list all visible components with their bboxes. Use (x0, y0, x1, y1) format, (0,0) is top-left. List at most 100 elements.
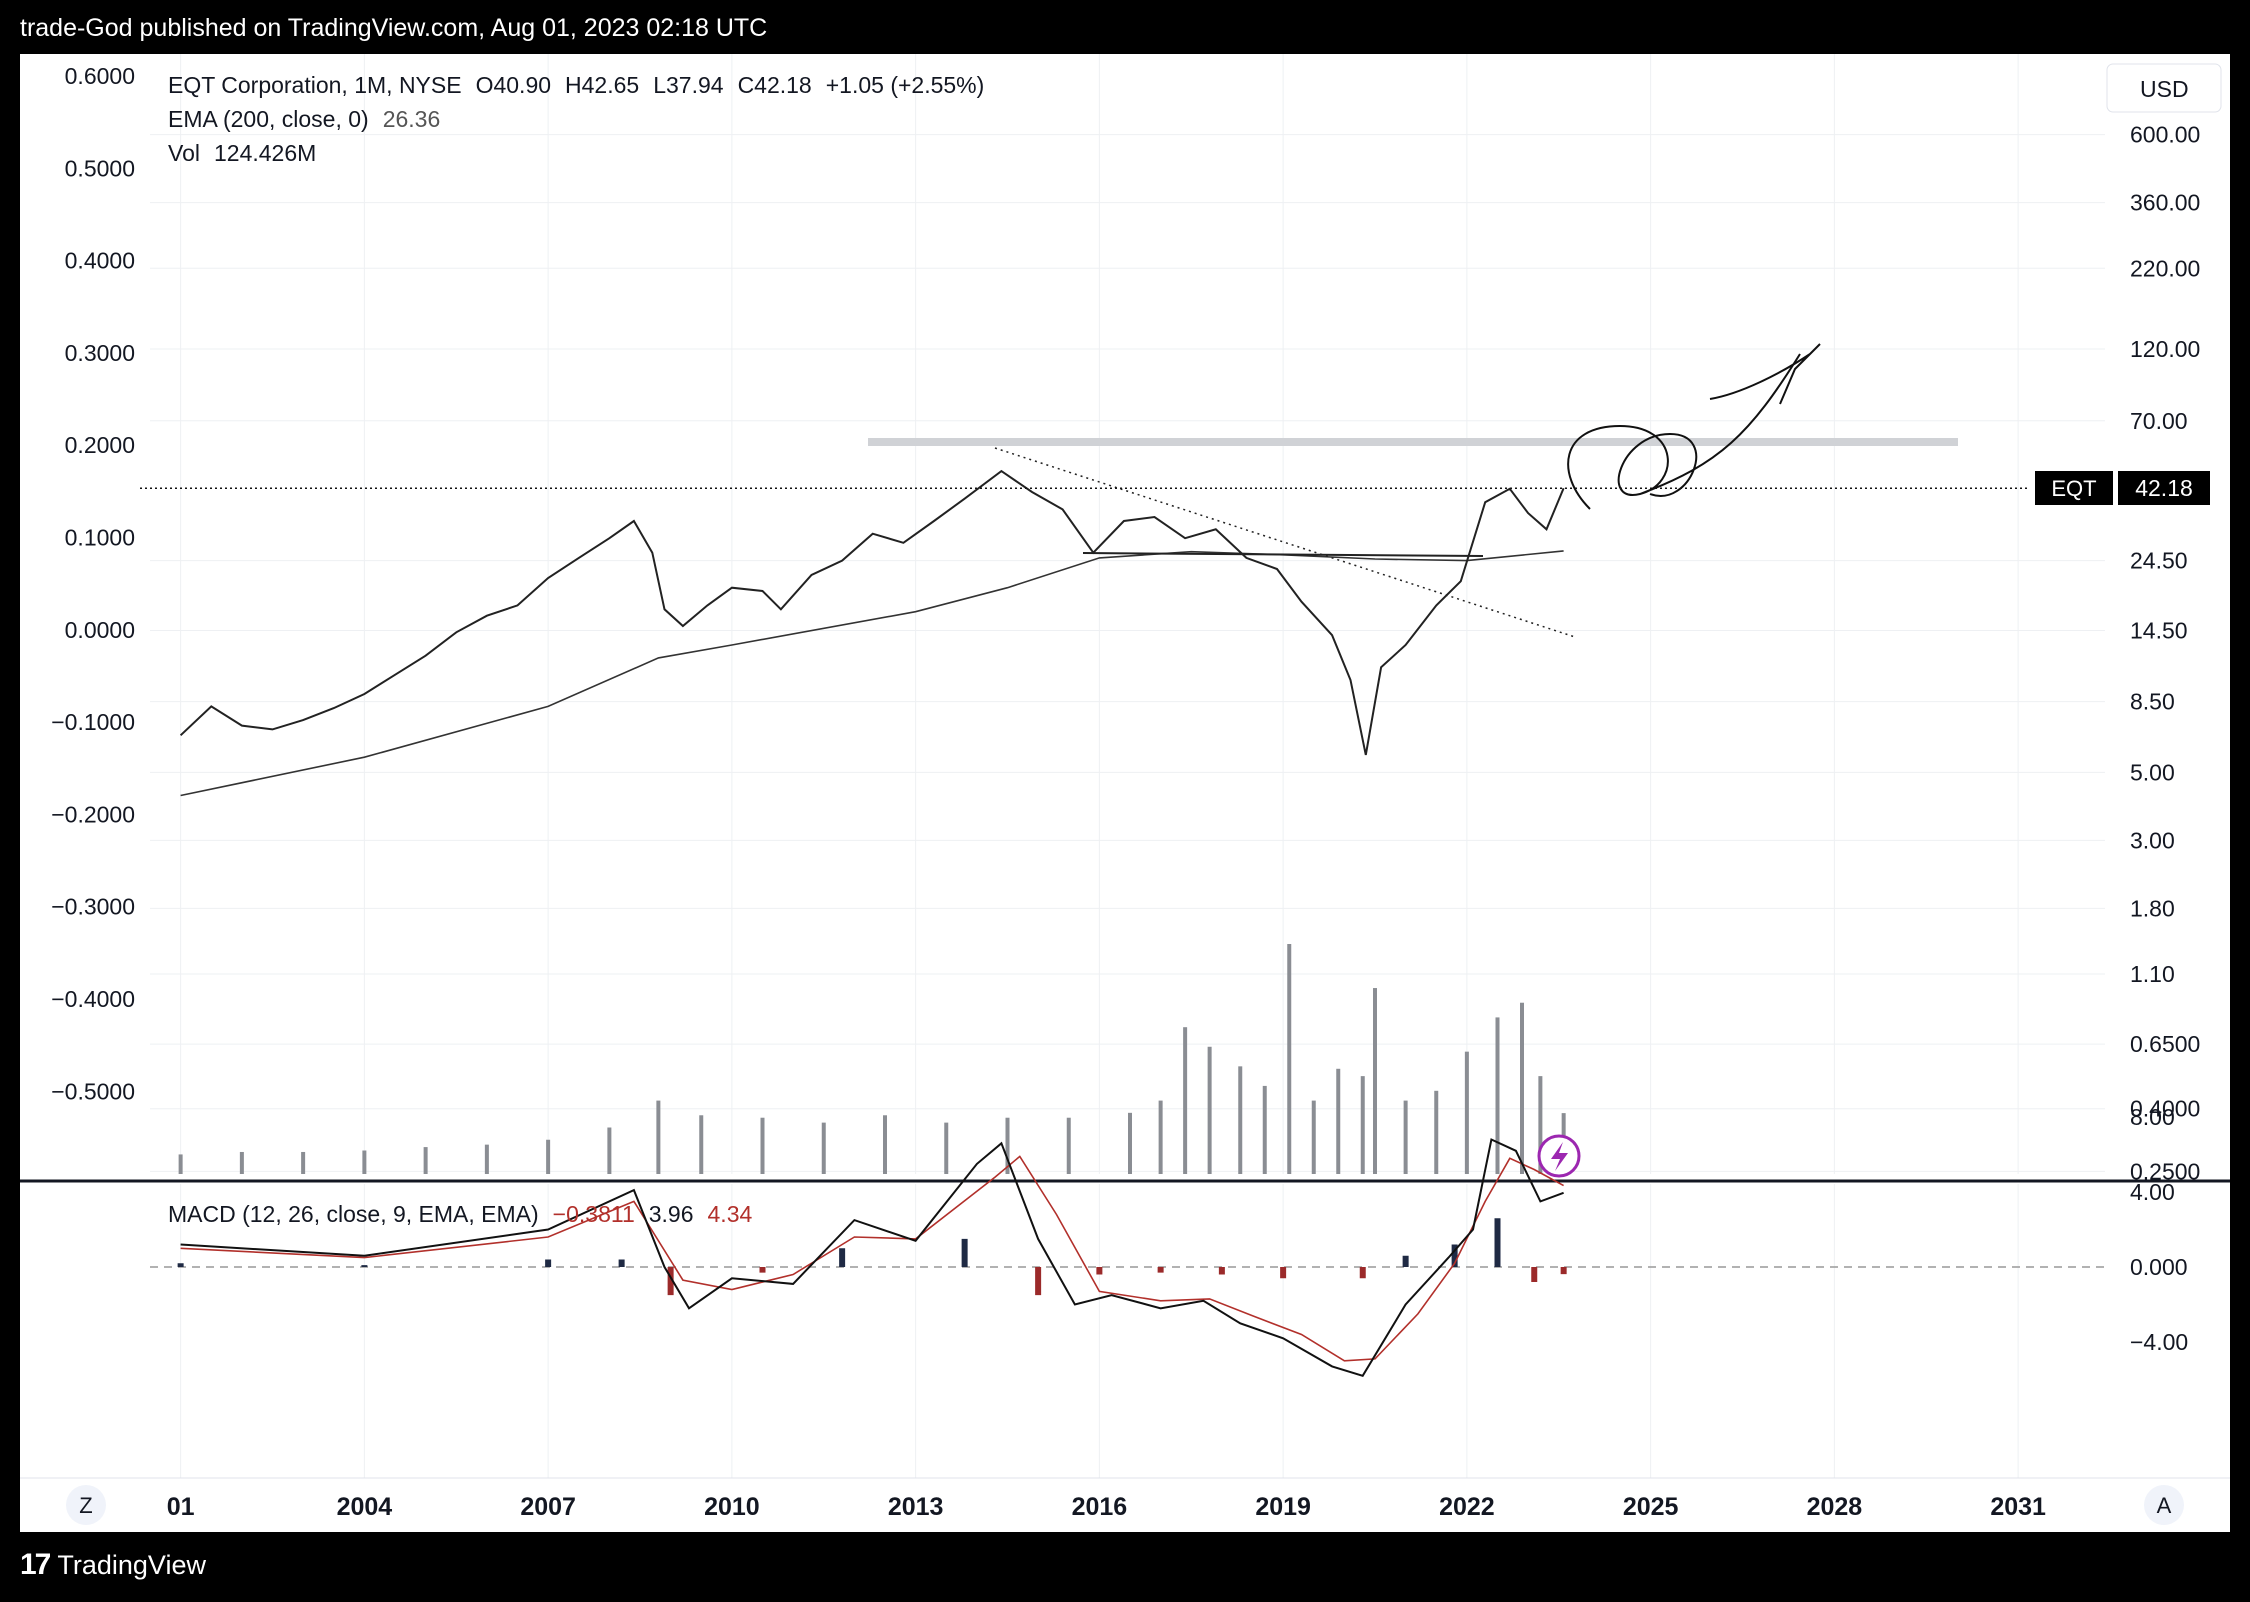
volume-bars (178, 944, 1566, 1174)
volume-bar (1373, 988, 1377, 1174)
time-axis-tick: 2031 (1990, 1493, 2046, 1521)
time-axis-tick: 2022 (1439, 1493, 1495, 1521)
price-axis-tick: 24.50 (2130, 548, 2188, 574)
time-axis-tick: 01 (167, 1493, 195, 1521)
volume-bar (1287, 944, 1292, 1174)
left-axis-tick: 0.1000 (65, 525, 135, 551)
macd-hist-value: −0.3811 (553, 1201, 635, 1227)
macd-label: MACD (12, 26, close, 9, EMA, EMA) (168, 1201, 539, 1227)
volume-bar (1336, 1068, 1341, 1174)
macd-histogram-bar (1451, 1244, 1458, 1267)
time-axis-tick: 2019 (1255, 1493, 1311, 1521)
price-axis-tick: 1.80 (2130, 895, 2175, 921)
currency-button[interactable]: USD (2106, 63, 2222, 113)
price-axis-tick: 8.50 (2130, 689, 2175, 715)
price-axis-tick: 1.10 (2130, 961, 2175, 987)
legend: EQT Corporation, 1M, NYSE O40.90 H42.65 L37… (168, 72, 984, 166)
macd-legend: MACD (12, 26, close, 9, EMA, EMA) −0.3811… (168, 1201, 752, 1227)
price-axis-tick: 14.50 (2130, 617, 2188, 643)
legend-close: C42.18 (738, 72, 812, 98)
left-axis-tick: −0.3000 (51, 894, 135, 920)
svg-text:EMA (200, close, 0)26.36: EMA (200, close, 0) 26.36 (168, 106, 440, 132)
volume-bar (1403, 1100, 1408, 1174)
tradingview-logo-icon: 17 (20, 1548, 51, 1581)
macd-histogram-bar (1096, 1267, 1103, 1275)
volume-bar (1311, 1100, 1316, 1174)
price-axis-tick: 3.00 (2130, 827, 2175, 853)
left-axis-tick: 0.6000 (65, 63, 135, 89)
macd-histogram-bar (545, 1259, 552, 1267)
time-axis-tick: 2007 (520, 1493, 576, 1521)
price-line (179, 469, 1565, 756)
macd-histogram-bar (839, 1248, 846, 1267)
volume-bar (883, 1115, 887, 1174)
price-axis-tick: 0.6500 (2130, 1031, 2200, 1057)
volume-bar (178, 1154, 183, 1174)
volume-bar (239, 1151, 244, 1174)
macd-histogram-bar (177, 1263, 184, 1267)
price-axis-tick: 600.00 (2130, 122, 2200, 148)
publisher-caption: trade-God published on TradingView.com, … (20, 14, 768, 42)
volume-bar (301, 1151, 306, 1174)
macd-histogram-bar (618, 1259, 625, 1267)
price-axis-tick: 220.00 (2130, 255, 2200, 281)
price-tag-value: 42.18 (2135, 475, 2193, 501)
legend-high: H42.65 (565, 72, 639, 98)
volume-bar (1066, 1117, 1071, 1174)
zoom-button[interactable]: Z (66, 1485, 106, 1525)
left-axis-tick: −0.2000 (51, 801, 135, 827)
volume-bar (423, 1147, 428, 1174)
time-axis-tick: 2025 (1623, 1493, 1679, 1521)
volume-bar (1183, 1027, 1188, 1174)
macd-histogram-bar (1494, 1218, 1501, 1267)
macd-axis: 8.00 4.00 0.000 −4.00 (2130, 1104, 2188, 1355)
macd-histogram-bar (1157, 1267, 1164, 1273)
legend-low: L37.94 (653, 72, 724, 98)
left-axis-tick: 0.2000 (65, 432, 135, 458)
svg-text:MACD (12, 26, close, 9, EMA, E: MACD (12, 26, close, 9, EMA, EMA) −0.3811… (168, 1201, 752, 1227)
macd-histogram-bar (667, 1267, 674, 1296)
volume-bar (699, 1115, 704, 1174)
macd-axis-tick: 4.00 (2130, 1179, 2175, 1205)
hand-drawn-arrow (1709, 343, 1821, 405)
macd-axis-tick: 8.00 (2130, 1104, 2175, 1130)
support-line (1082, 552, 1484, 557)
legend-symbol: EQT Corporation, 1M, NYSE (168, 72, 462, 98)
chart-frame[interactable]: 0.6000 0.5000 0.4000 0.3000 0.2000 0.1000 0.00… (20, 54, 2230, 1532)
volume-bar (546, 1139, 551, 1174)
macd-histogram-bar (1218, 1267, 1225, 1275)
volume-bar (362, 1150, 367, 1174)
volume-bar (1520, 1002, 1524, 1174)
price-tag-symbol: EQT (2051, 476, 2096, 501)
price-axis-tick: 70.00 (2130, 408, 2188, 434)
macd-histogram-bar (1531, 1267, 1538, 1282)
time-axis: 01 2004 2007 2010 2013 2016 2019 2022 2025 2028 20… (167, 1493, 2046, 1521)
legend-open: O40.90 (476, 72, 551, 98)
volume-bar (484, 1144, 489, 1174)
price-axis-tick: 120.00 (2130, 336, 2200, 362)
volume-bar (944, 1122, 949, 1174)
volume-bar (1434, 1090, 1439, 1174)
macd-histogram-bar (1035, 1267, 1042, 1296)
auto-scale-button[interactable]: A (2144, 1485, 2184, 1525)
volume-bar (1538, 1076, 1543, 1174)
macd-histogram-bar (1280, 1267, 1287, 1279)
left-axis-tick: −0.5000 (51, 1078, 135, 1104)
currency-label: USD (2140, 76, 2189, 102)
grid-main (150, 54, 2105, 1174)
chart-background (20, 54, 2230, 1532)
price-axis: 600.00 360.00 220.00 120.00 70.00 24.50 14.50 8… (2130, 122, 2200, 1185)
macd-histogram-bar (1402, 1255, 1409, 1267)
macd-line (180, 1138, 1564, 1377)
volume-bar (1464, 1051, 1469, 1174)
volume-bar (1128, 1112, 1132, 1174)
left-axis-tick: −0.1000 (51, 709, 135, 735)
macd-histogram-bar (759, 1267, 766, 1273)
footer[interactable]: 17 TradingView (20, 1548, 206, 1582)
macd-histogram-bar (961, 1238, 968, 1267)
lightning-icon[interactable] (1537, 1134, 1581, 1178)
volume-bar (1360, 1076, 1365, 1174)
time-axis-tick: 2016 (1072, 1493, 1128, 1521)
time-axis-tick: 2013 (888, 1493, 944, 1521)
